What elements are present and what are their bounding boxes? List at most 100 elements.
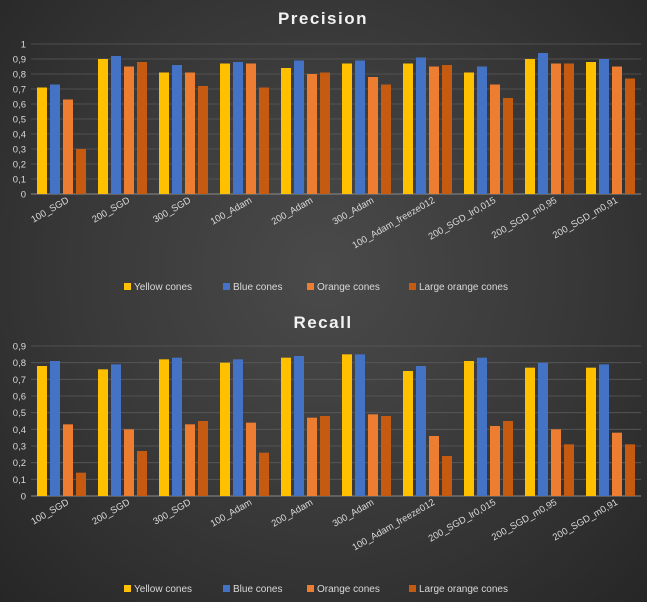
y-tick-label: 0,3 xyxy=(13,145,26,156)
bar xyxy=(281,68,291,194)
chart-title: Precision xyxy=(278,9,368,28)
y-tick-label: 0,7 xyxy=(13,375,26,386)
bar xyxy=(403,371,413,496)
bar xyxy=(442,65,452,194)
bar xyxy=(185,72,195,194)
bar xyxy=(368,414,378,496)
bar xyxy=(172,357,182,496)
legend-swatch xyxy=(124,283,131,290)
bar xyxy=(281,357,291,496)
bar xyxy=(172,65,182,194)
y-tick-label: 0,3 xyxy=(13,442,26,453)
y-tick-label: 0,6 xyxy=(13,392,26,403)
legend-swatch xyxy=(223,283,230,290)
y-tick-label: 0 xyxy=(21,492,26,503)
bar xyxy=(586,367,596,496)
bar xyxy=(294,60,304,194)
y-tick-label: 0,8 xyxy=(13,70,26,81)
x-tick-label: 200_SGD_lr0,015 xyxy=(427,497,498,545)
x-tick-label: 200_SGD_m0,91 xyxy=(551,195,620,241)
y-tick-label: 1 xyxy=(21,40,26,51)
bar xyxy=(198,421,208,496)
y-tick-label: 0,1 xyxy=(13,475,26,486)
y-tick-label: 0,7 xyxy=(13,85,26,96)
bar xyxy=(429,436,439,496)
y-tick-label: 0,9 xyxy=(13,342,26,353)
bar xyxy=(246,422,256,496)
legend-label: Blue cones xyxy=(233,584,282,595)
y-tick-label: 0 xyxy=(21,190,26,201)
y-tick-label: 0,4 xyxy=(13,425,26,436)
y-tick-label: 0,8 xyxy=(13,358,26,369)
x-tick-label: 300_SGD xyxy=(151,195,193,225)
bar xyxy=(98,59,108,194)
legend-swatch xyxy=(124,585,131,592)
bar xyxy=(342,354,352,496)
legend-label: Large orange cones xyxy=(419,584,508,595)
bar xyxy=(355,354,365,496)
x-tick-label: 100_SGD xyxy=(29,195,71,225)
y-tick-label: 0,9 xyxy=(13,55,26,66)
bar xyxy=(403,63,413,194)
bar xyxy=(538,53,548,194)
bar xyxy=(551,429,561,496)
legend-label: Yellow cones xyxy=(134,282,192,293)
bar xyxy=(76,149,86,194)
x-tick-label: 200_SGD_m0,95 xyxy=(490,195,559,241)
bar xyxy=(185,424,195,496)
bar xyxy=(490,84,500,194)
bar xyxy=(111,56,121,194)
bar xyxy=(320,416,330,496)
bar xyxy=(37,87,47,194)
legend-swatch xyxy=(307,283,314,290)
bar xyxy=(50,361,60,496)
legend-swatch xyxy=(409,585,416,592)
bar xyxy=(538,362,548,496)
legend-label: Blue cones xyxy=(233,282,282,293)
x-tick-label: 200_SGD_lr0,015 xyxy=(427,195,498,243)
bar xyxy=(233,359,243,496)
x-tick-label: 300_Adam xyxy=(331,497,376,530)
bar xyxy=(307,417,317,496)
bar xyxy=(233,62,243,194)
bar xyxy=(429,66,439,194)
bar xyxy=(625,444,635,496)
bar xyxy=(111,364,121,496)
y-tick-label: 0,2 xyxy=(13,160,26,171)
legend-swatch xyxy=(223,585,230,592)
recall-chart: Recall 0 0,1 0,2 0,3 0,4 0,5 0,6 0,7 0,8 0,9 100_S… xyxy=(13,313,641,595)
bar xyxy=(124,66,134,194)
bar xyxy=(503,98,513,194)
bar xyxy=(416,366,426,496)
bar xyxy=(464,361,474,496)
bar xyxy=(551,63,561,194)
bar xyxy=(477,66,487,194)
bar xyxy=(525,367,535,496)
bar xyxy=(381,416,391,496)
bar xyxy=(490,426,500,496)
precision-chart: Precision 0 0,1 0,2 0,3 0,4 0,5 0,6 0,7 0,8 0,9 1 1… xyxy=(13,9,641,293)
bar xyxy=(259,87,269,194)
legend-swatch xyxy=(409,283,416,290)
x-tick-label: 100_Adam xyxy=(209,497,254,530)
x-tick-label: 100_SGD xyxy=(29,497,71,527)
bar xyxy=(294,356,304,496)
y-tick-label: 0,5 xyxy=(13,408,26,419)
bar xyxy=(307,74,317,194)
x-tick-label: 100_Adam xyxy=(209,195,254,228)
legend-label: Orange cones xyxy=(317,282,380,293)
bar xyxy=(612,66,622,194)
bar xyxy=(76,472,86,496)
bar xyxy=(124,429,134,496)
chart-title: Recall xyxy=(293,313,352,332)
y-tick-label: 0,4 xyxy=(13,130,26,141)
bar xyxy=(137,451,147,496)
bar xyxy=(612,432,622,496)
bar xyxy=(355,60,365,194)
bar xyxy=(37,366,47,496)
x-tick-label: 200_SGD xyxy=(90,497,132,527)
bar xyxy=(342,63,352,194)
x-tick-label: 300_SGD xyxy=(151,497,193,527)
bar xyxy=(159,72,169,194)
bar xyxy=(137,62,147,194)
